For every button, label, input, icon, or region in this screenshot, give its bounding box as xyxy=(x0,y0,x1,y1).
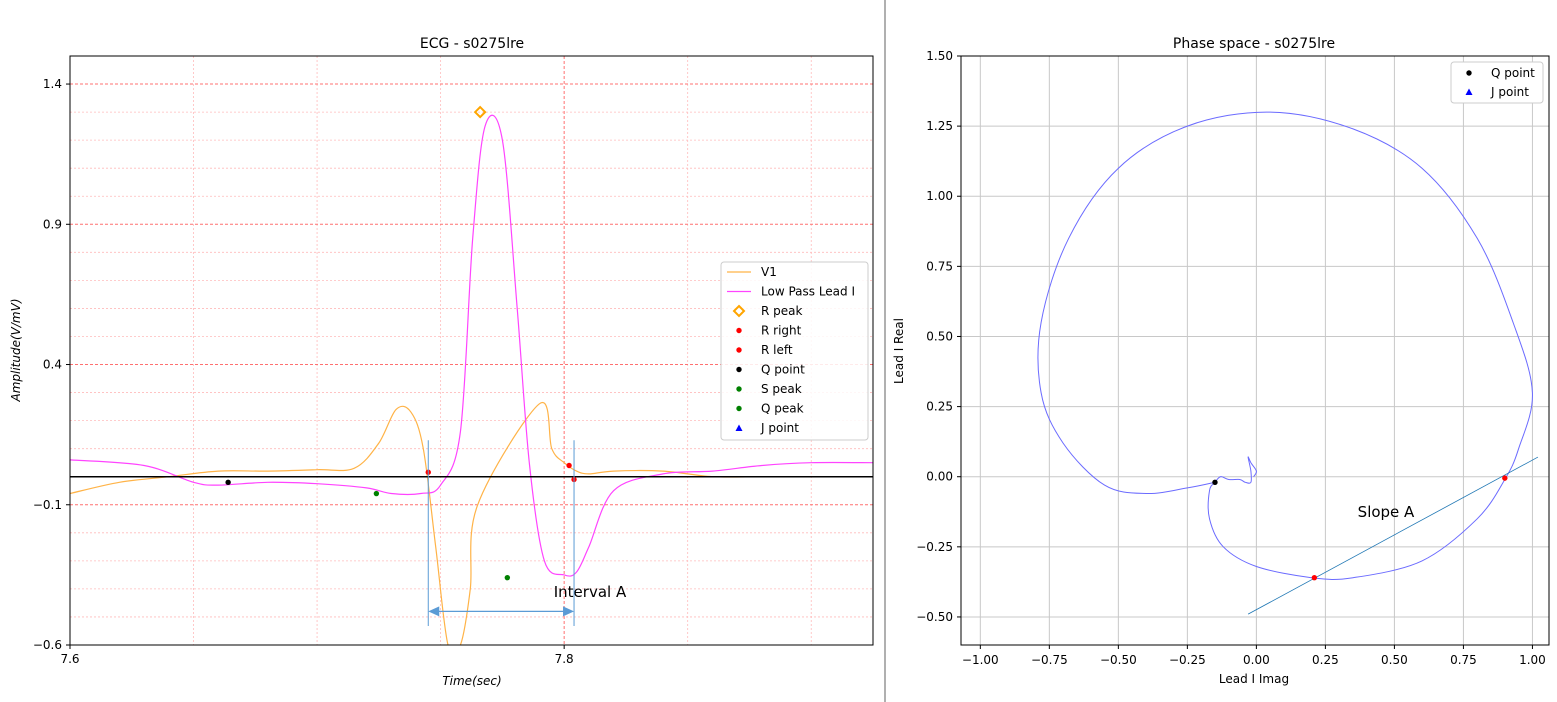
phase-trajectory-line xyxy=(1037,111,1533,580)
legend-marker-label-0: R peak xyxy=(761,304,803,318)
legend-label-0: V1 xyxy=(761,265,777,279)
phase-marker-0 xyxy=(1212,479,1218,486)
phase-marker-2 xyxy=(1502,475,1508,481)
ecg-y-tick-label: −0.6 xyxy=(33,638,62,652)
phase-y-tick-label: 1.50 xyxy=(926,49,953,63)
phase-x-tick-label: 0.50 xyxy=(1381,653,1408,667)
legend-marker-label-5: Q peak xyxy=(761,402,804,416)
phase-x-tick-label: 0.75 xyxy=(1450,653,1477,667)
phase-marker-2 xyxy=(1311,574,1318,581)
phase-ticks: −1.00 −0.75 −0.50 −0.25 0.00 0.25 0.50 0.75 1.00… xyxy=(916,49,1546,667)
ecg-axes-frame xyxy=(69,55,874,646)
phase-y-tick-label: 0.25 xyxy=(926,400,953,414)
phase-slope-line xyxy=(1247,456,1539,615)
phase-chart: Phase space - s0275lre −1.00 −0.75 −0.50 −0… xyxy=(892,36,1550,686)
phase-plot-area xyxy=(1037,111,1539,615)
phase-chart-title: Phase space - s0275lre xyxy=(1173,36,1335,52)
phase-slope-label: Slope A xyxy=(1358,503,1415,521)
ecg-legend: V1 Low Pass Lead I R peak R right R left Q po… xyxy=(720,261,869,441)
legend-marker-6 xyxy=(735,424,743,431)
ecg-y-tick-label: 1.4 xyxy=(43,77,62,91)
ecg-marker-4 xyxy=(504,574,511,581)
phase-legend-label-1: J point xyxy=(1490,85,1529,99)
phase-x-tick-label: −0.25 xyxy=(1169,653,1206,667)
legend-marker-label-4: S peak xyxy=(761,382,802,396)
phase-x-tick-label: −0.75 xyxy=(1031,653,1068,667)
ecg-y-axis-label: Amplitude(V/mV) xyxy=(9,298,23,402)
legend-label-1: Low Pass Lead I xyxy=(761,285,855,299)
ecg-interval-label: Interval A xyxy=(554,583,627,601)
phase-y-tick-label: 0.75 xyxy=(926,259,953,273)
ecg-legend-box xyxy=(720,261,869,441)
phase-x-axis-label: Lead I Imag xyxy=(1219,672,1289,686)
lead-i-series-line xyxy=(70,114,873,577)
legend-marker-label-1: R right xyxy=(761,324,802,338)
ecg-marker-1 xyxy=(566,462,572,469)
phase-y-tick-label: 0.00 xyxy=(926,470,953,484)
phase-x-tick-label: 0.00 xyxy=(1243,653,1270,667)
ecg-x-tick-label: 7.6 xyxy=(60,652,79,666)
phase-y-tick-label: 1.00 xyxy=(926,189,953,203)
phase-series-group xyxy=(1037,111,1539,615)
legend-marker-4 xyxy=(736,386,742,392)
legend-marker-2 xyxy=(736,347,742,353)
phase-y-tick-label: 0.50 xyxy=(926,329,953,343)
ecg-y-tick-label: 0.4 xyxy=(43,358,62,372)
phase-x-tick-label: −1.00 xyxy=(962,653,999,667)
ecg-y-tick-label: 0.9 xyxy=(43,217,62,231)
phase-legend-marker-1 xyxy=(1465,88,1473,95)
legend-marker-label-3: Q point xyxy=(761,363,805,377)
legend-marker-5 xyxy=(736,405,742,412)
ecg-marker-5 xyxy=(373,490,380,497)
ecg-chart: ECG - s0275lre 7.6 7.8 1.4 0.9 0.4 −0.1 −0.6 T… xyxy=(9,36,874,688)
phase-x-tick-label: 0.25 xyxy=(1312,653,1339,667)
ecg-x-tick-label: 7.8 xyxy=(555,652,574,666)
phase-y-tick-label: −0.50 xyxy=(916,610,953,624)
ecg-marker-0 xyxy=(473,105,487,119)
ecg-marker-3 xyxy=(225,479,231,486)
ecg-chart-title: ECG - s0275lre xyxy=(420,36,524,52)
ecg-interval-annotation: Interval A xyxy=(427,440,627,626)
phase-legend-marker-0 xyxy=(1466,70,1472,76)
interval-arrow-left-head xyxy=(428,606,440,617)
interval-arrow-right-head xyxy=(563,606,575,617)
phase-legend-box xyxy=(1450,61,1544,104)
phase-axes-frame xyxy=(960,55,1550,646)
ecg-y-tick-label: −0.1 xyxy=(33,498,62,512)
legend-marker-label-6: J point xyxy=(760,421,799,435)
phase-legend-label-0: Q point xyxy=(1491,66,1535,80)
legend-marker-label-2: R left xyxy=(761,343,793,357)
phase-x-tick-label: 1.00 xyxy=(1519,653,1546,667)
phase-y-tick-label: 1.25 xyxy=(926,119,953,133)
phase-y-axis-label: Lead I Real xyxy=(892,318,906,384)
phase-y-tick-label: −0.25 xyxy=(916,540,953,554)
phase-grid xyxy=(961,55,1549,645)
phase-legend: Q point J point xyxy=(1450,61,1544,104)
ecg-ticks: 7.6 7.8 1.4 0.9 0.4 −0.1 −0.6 xyxy=(33,77,574,666)
ecg-x-axis-label: Time(sec) xyxy=(442,674,501,688)
legend-marker-1 xyxy=(736,327,742,334)
legend-marker-0 xyxy=(732,304,746,318)
legend-marker-3 xyxy=(736,366,742,373)
phase-x-tick-label: −0.50 xyxy=(1100,653,1137,667)
